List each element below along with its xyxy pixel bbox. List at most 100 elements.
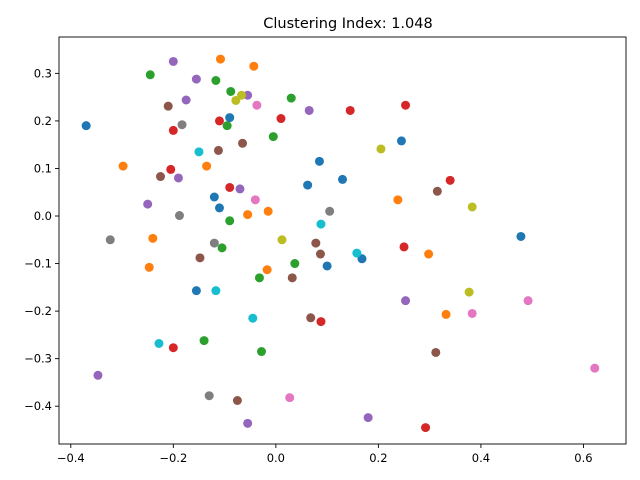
data-point bbox=[204, 391, 214, 401]
data-point bbox=[163, 101, 173, 111]
x-tick-label: 0.4 bbox=[472, 451, 490, 465]
data-point bbox=[168, 56, 178, 66]
plot-frame bbox=[58, 36, 627, 445]
data-point bbox=[252, 100, 262, 110]
data-point bbox=[195, 253, 205, 263]
data-point bbox=[304, 105, 314, 115]
data-point bbox=[263, 206, 273, 216]
data-point bbox=[257, 347, 266, 357]
y-tick-label: 0.2 bbox=[34, 114, 52, 128]
data-point bbox=[363, 413, 373, 423]
data-point bbox=[243, 90, 253, 100]
data-point bbox=[250, 195, 260, 205]
axis-ticks: −0.4 −0.2 0.0 0.2 0.4 0.6 −0.4 −0.3 −0.2 −0.1 0.0 0… bbox=[24, 66, 593, 465]
data-point bbox=[93, 370, 103, 380]
data-point bbox=[168, 343, 178, 353]
data-point bbox=[441, 309, 451, 319]
data-point bbox=[143, 199, 153, 209]
data-point bbox=[154, 338, 164, 348]
data-point bbox=[396, 136, 406, 146]
data-point bbox=[213, 145, 223, 155]
data-point bbox=[424, 249, 434, 259]
x-tick-label: 0.0 bbox=[267, 451, 285, 465]
data-point bbox=[467, 202, 477, 212]
data-point bbox=[191, 286, 201, 296]
data-point bbox=[523, 296, 533, 306]
y-tick-label: −0.2 bbox=[24, 304, 52, 318]
y-tick-label: 0.3 bbox=[34, 66, 52, 80]
data-point bbox=[277, 235, 287, 245]
data-point bbox=[314, 156, 324, 166]
data-point bbox=[249, 61, 259, 71]
data-points bbox=[81, 54, 600, 433]
data-point bbox=[156, 172, 166, 182]
data-point bbox=[516, 231, 526, 241]
data-point bbox=[464, 287, 474, 297]
data-point bbox=[316, 219, 326, 229]
data-point bbox=[225, 216, 235, 226]
data-point bbox=[445, 175, 455, 185]
data-point bbox=[145, 70, 155, 80]
x-tick-label: 0.6 bbox=[574, 451, 592, 465]
data-point bbox=[235, 184, 245, 194]
data-point bbox=[315, 249, 325, 259]
data-point bbox=[226, 86, 236, 96]
data-point bbox=[268, 132, 278, 142]
data-point bbox=[399, 242, 409, 252]
data-point bbox=[194, 147, 204, 157]
data-point bbox=[144, 262, 154, 272]
data-point bbox=[209, 192, 219, 202]
data-point bbox=[118, 161, 128, 171]
y-tick-label: −0.1 bbox=[24, 257, 52, 271]
data-point bbox=[393, 195, 403, 205]
data-point bbox=[232, 395, 242, 405]
data-point bbox=[231, 95, 241, 105]
data-point bbox=[191, 74, 201, 84]
data-point bbox=[401, 296, 411, 306]
data-point bbox=[322, 261, 332, 271]
data-point bbox=[81, 121, 91, 131]
data-point bbox=[262, 265, 272, 275]
data-point bbox=[431, 347, 441, 357]
data-point bbox=[352, 248, 362, 258]
data-point bbox=[316, 317, 326, 327]
y-tick-label: 0.1 bbox=[34, 161, 52, 175]
data-point bbox=[215, 54, 225, 64]
data-point bbox=[174, 211, 184, 221]
data-point bbox=[217, 243, 227, 253]
data-point bbox=[214, 116, 224, 126]
data-point bbox=[276, 114, 286, 124]
data-point bbox=[237, 90, 247, 100]
chart-title: Clustering Index: 1.048 bbox=[263, 16, 432, 32]
data-point bbox=[306, 313, 316, 323]
data-point bbox=[177, 120, 187, 130]
data-point bbox=[181, 95, 191, 105]
data-point bbox=[287, 273, 297, 283]
data-point bbox=[467, 308, 477, 318]
data-point bbox=[401, 100, 411, 110]
data-point bbox=[199, 336, 209, 346]
data-point bbox=[243, 418, 253, 428]
data-point bbox=[209, 238, 219, 248]
x-tick-label: 0.2 bbox=[369, 451, 387, 465]
data-point bbox=[173, 173, 183, 183]
data-point bbox=[202, 161, 212, 171]
data-point bbox=[338, 174, 347, 184]
data-point bbox=[222, 121, 232, 131]
data-point bbox=[148, 233, 158, 243]
data-point bbox=[225, 113, 235, 123]
y-tick-label: 0.0 bbox=[34, 209, 52, 223]
data-point bbox=[345, 105, 355, 115]
data-point bbox=[238, 138, 248, 148]
data-point bbox=[105, 235, 115, 245]
y-tick-label: −0.4 bbox=[24, 399, 52, 413]
data-point bbox=[211, 286, 221, 296]
data-point bbox=[376, 144, 386, 154]
data-point bbox=[214, 203, 224, 213]
data-point bbox=[243, 210, 253, 220]
data-point bbox=[166, 164, 176, 174]
data-point bbox=[325, 206, 335, 216]
y-tick-label: −0.3 bbox=[24, 352, 52, 366]
data-point bbox=[168, 125, 178, 135]
